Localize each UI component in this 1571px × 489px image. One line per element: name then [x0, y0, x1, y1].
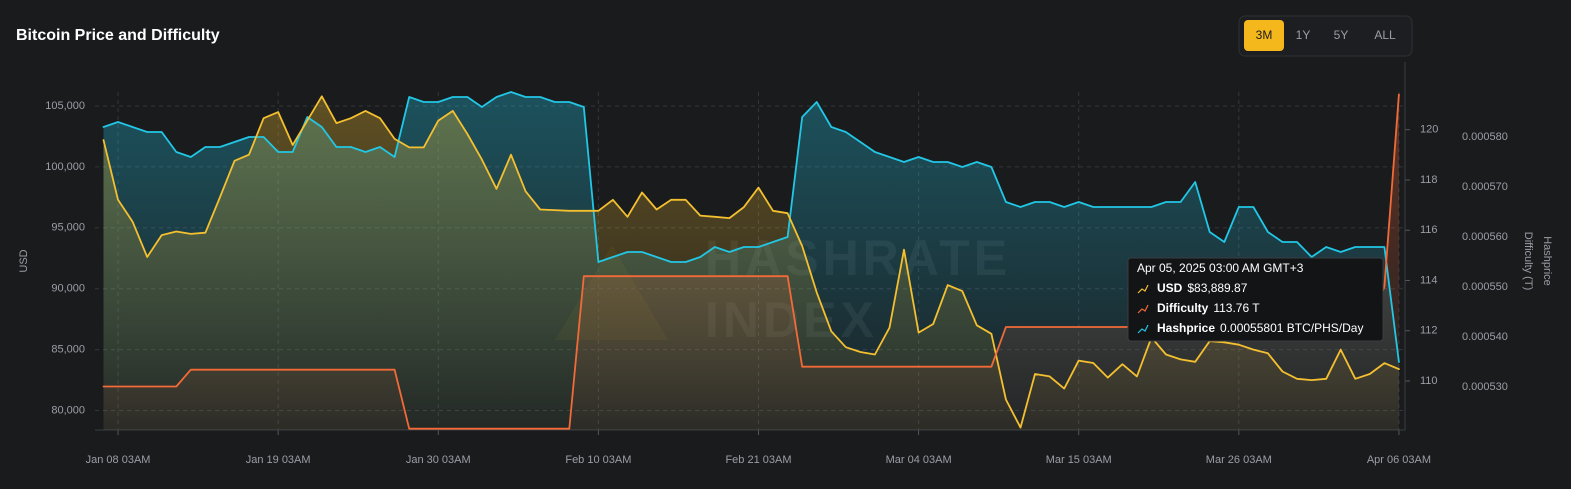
x-tick-label: Mar 15 03AM — [1046, 454, 1112, 466]
y-tick-label: 95,000 — [51, 222, 85, 234]
y3-tick-label: 0.000580 — [1462, 131, 1508, 143]
tooltip-icon — [1137, 304, 1149, 314]
tooltip-value: $83,889.87 — [1187, 281, 1247, 295]
y-tick-label: 80,000 — [51, 404, 85, 416]
tooltip-box — [1127, 257, 1384, 342]
tooltip-series-name: Difficulty — [1157, 301, 1209, 315]
y3-tick-label: 0.000570 — [1462, 181, 1508, 193]
range-button[interactable] — [1244, 20, 1284, 51]
range-button-label[interactable]: 1Y — [1296, 28, 1311, 42]
y-tick-label: 100,000 — [45, 161, 85, 173]
y3-tick-label: 0.000530 — [1462, 381, 1508, 393]
tooltip: Apr 05, 2025 03:00 AM GMT+3 USD $83,889.87… — [1127, 257, 1384, 342]
x-tick-label: Jan 19 03AM — [246, 454, 311, 466]
y-tick-label: 90,000 — [51, 283, 85, 295]
y2-tick-label: 120 — [1420, 124, 1438, 136]
y-tick-label: 105,000 — [45, 100, 85, 112]
range-button-label[interactable]: 5Y — [1334, 28, 1349, 42]
tooltip-value: 0.00055801 BTC/PHS/Day — [1220, 321, 1363, 335]
y2-tick-label: 114 — [1420, 274, 1438, 286]
range-button-label[interactable]: 3M — [1256, 28, 1273, 42]
tooltip-series-name: Hashprice — [1157, 321, 1215, 335]
series-line — [102, 91, 1400, 363]
area-fill — [103, 94, 1399, 430]
series-line — [102, 95, 1400, 429]
tooltip-value: 113.76 T — [1213, 301, 1260, 315]
x-tick-label: Jan 30 03AM — [406, 454, 471, 466]
x-tick-label: Apr 06 03AM — [1367, 454, 1431, 466]
tooltip-icon — [1137, 284, 1149, 294]
y3-tick-label: 0.000550 — [1462, 281, 1508, 293]
tooltip-icon — [1137, 324, 1149, 334]
y-axis-label: USD — [18, 249, 30, 272]
y2-tick-label: 110 — [1420, 375, 1438, 387]
tooltip-item: Hashprice 0.00055801 BTC/PHS/Day — [1157, 321, 1363, 335]
y2-axis-label: Difficulty (T) — [1522, 232, 1534, 290]
x-tick-label: Feb 10 03AM — [565, 454, 631, 466]
chart-title: Bitcoin Price and Difficulty — [16, 27, 220, 44]
tooltip-item: Difficulty 113.76 T — [1157, 301, 1260, 315]
x-tick-label: Mar 04 03AM — [886, 454, 952, 466]
y2-tick-label: 112 — [1420, 325, 1438, 337]
y-tick-label: 85,000 — [51, 344, 85, 356]
x-tick-label: Jan 08 03AM — [86, 454, 151, 466]
tooltip-item: USD $83,889.87 — [1157, 281, 1248, 295]
area-fill — [103, 96, 1399, 431]
x-tick-label: Mar 26 03AM — [1206, 454, 1272, 466]
y3-tick-label: 0.000540 — [1462, 331, 1508, 343]
y2-tick-label: 116 — [1420, 224, 1438, 236]
y3-axis-label: Hashprice — [1541, 236, 1553, 286]
y3-tick-label: 0.000560 — [1462, 231, 1508, 243]
tooltip-title: Apr 05, 2025 03:00 AM GMT+3 — [1137, 261, 1304, 275]
range-button-label[interactable]: ALL — [1374, 28, 1396, 42]
y2-tick-label: 118 — [1420, 174, 1438, 186]
tooltip-series-name: USD — [1157, 281, 1183, 295]
x-tick-label: Feb 21 03AM — [725, 454, 791, 466]
